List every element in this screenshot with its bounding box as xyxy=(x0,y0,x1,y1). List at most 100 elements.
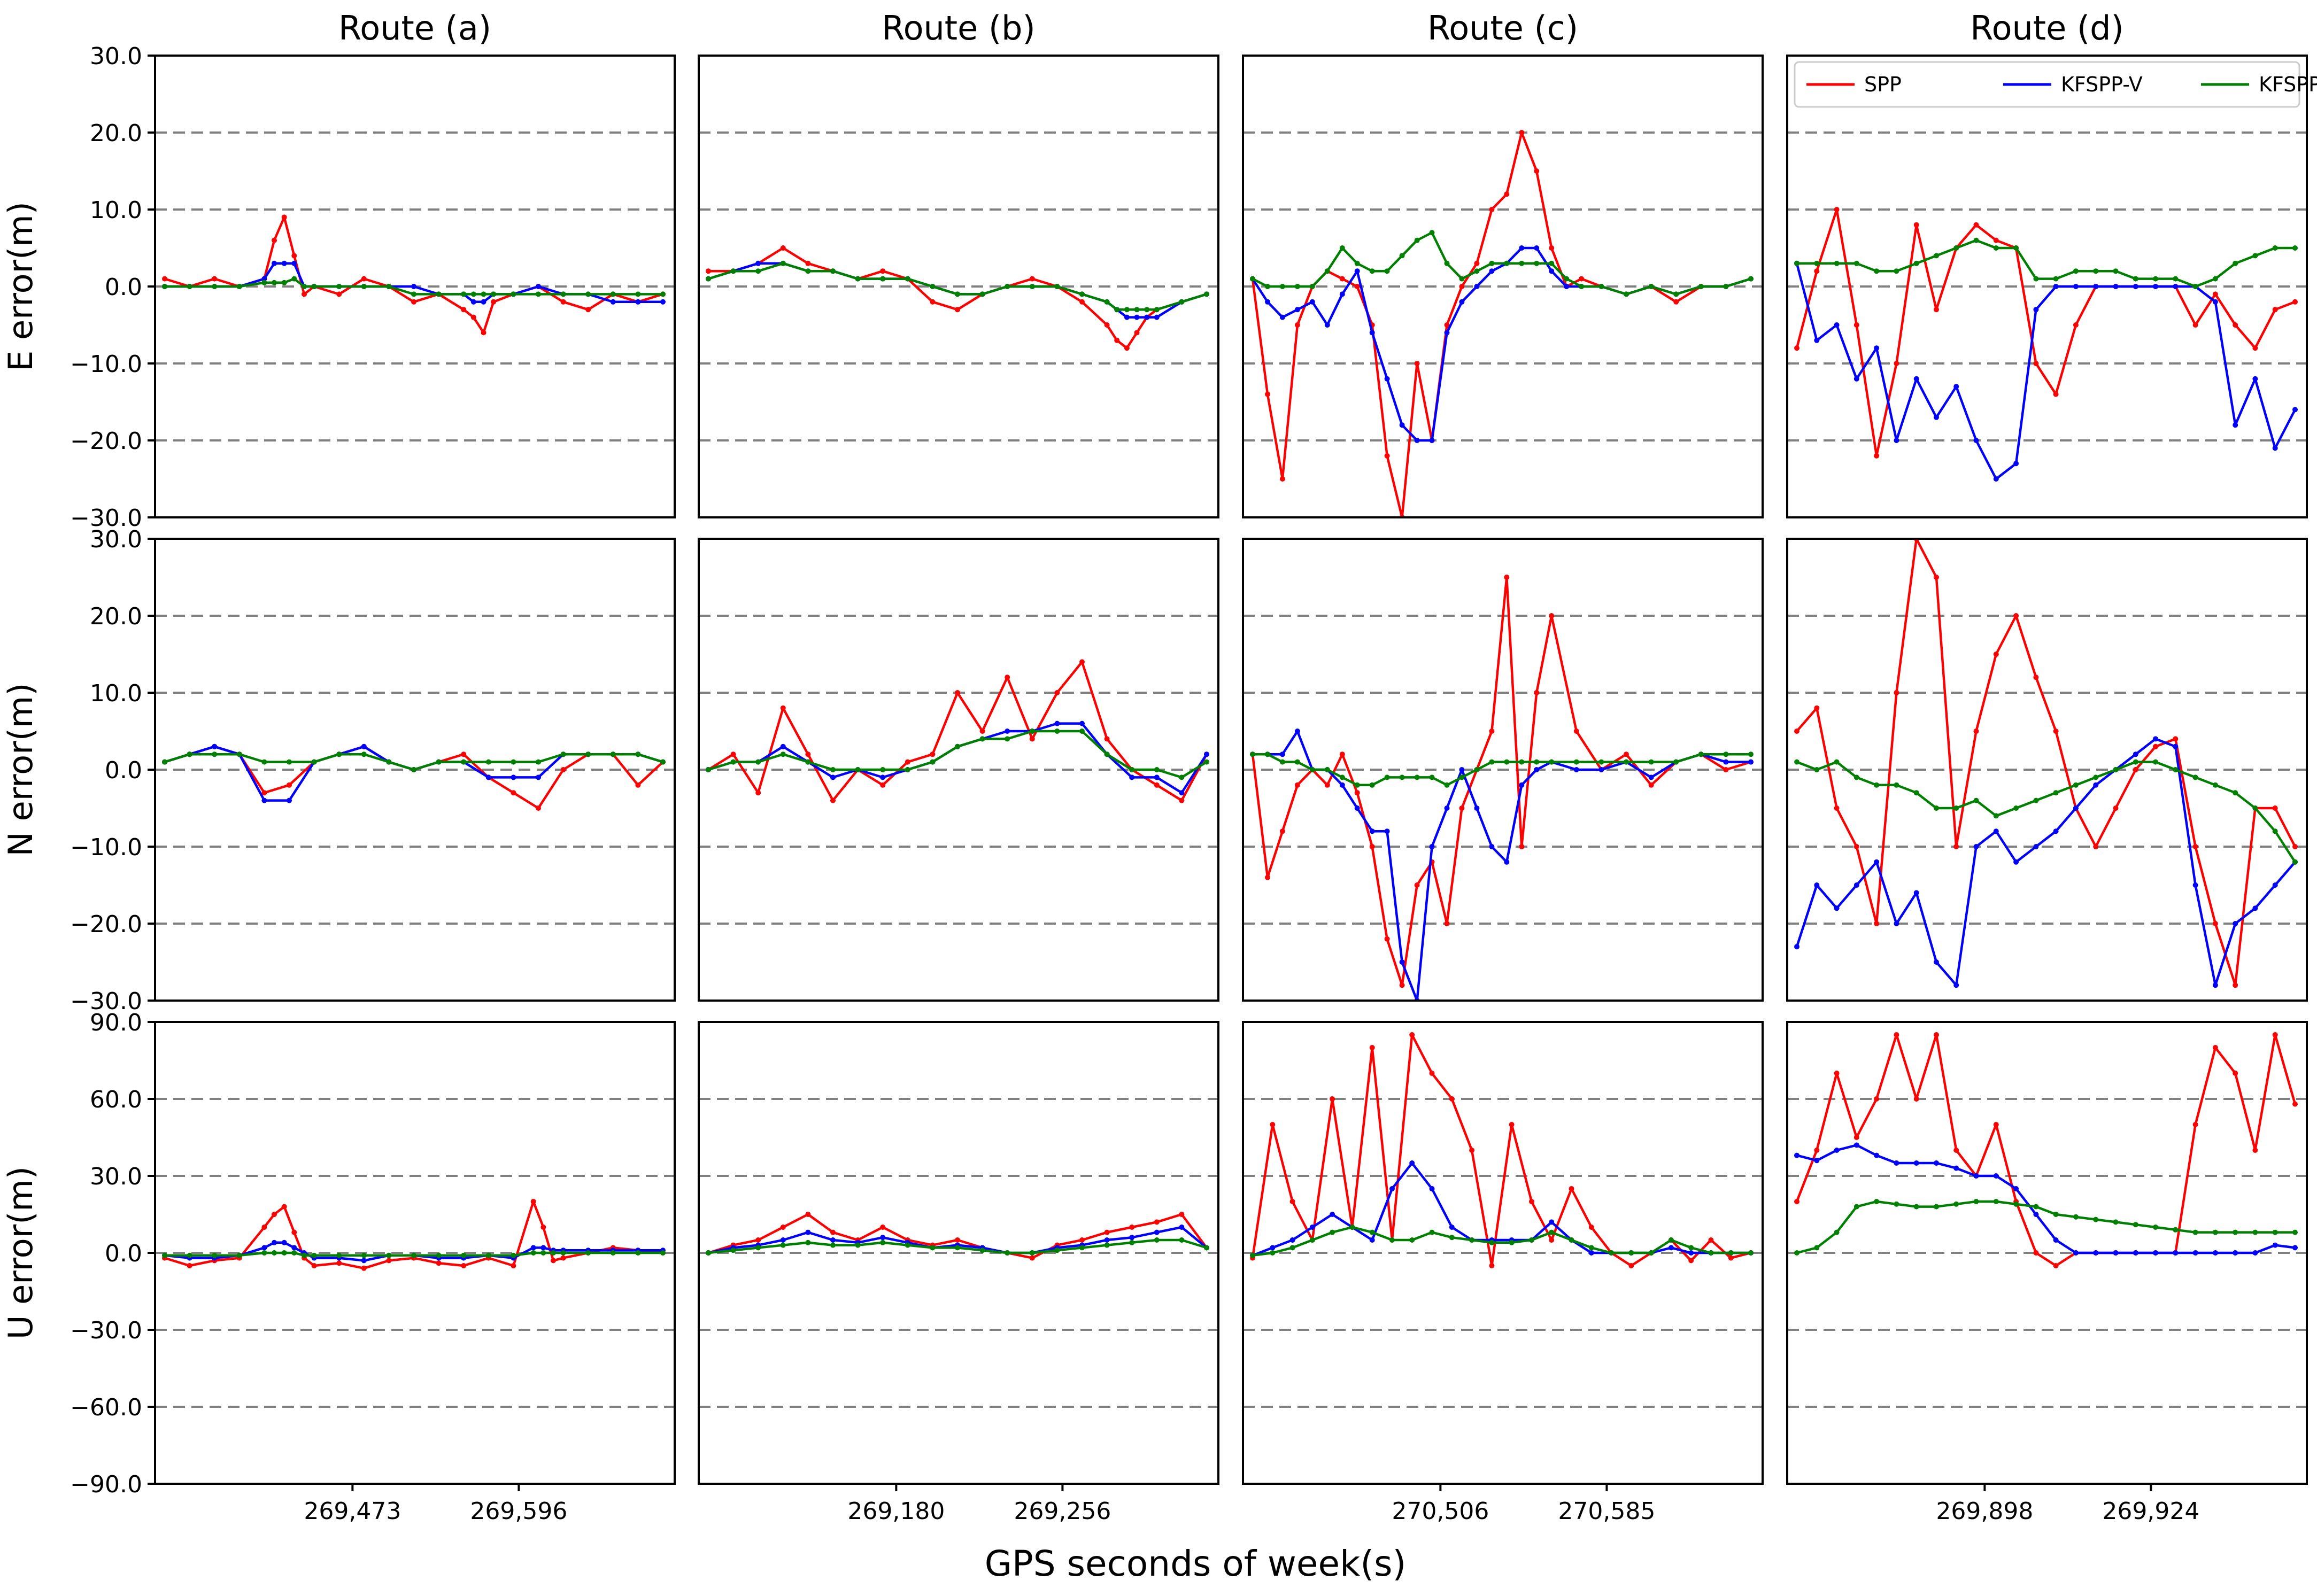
point-spp-route-b-row1-16 xyxy=(1104,322,1110,328)
point-kfspp-v-route-d-row1-10 xyxy=(1993,476,1999,482)
point-kfspp-p-route-a-row3-1 xyxy=(187,1252,192,1258)
point-kfspp-v-route-c-row1-7 xyxy=(1354,268,1360,274)
point-spp-route-c-row1-18 xyxy=(1519,130,1525,135)
point-kfspp-v-route-d-row3-10 xyxy=(1993,1173,1999,1179)
point-spp-route-c-row1-14 xyxy=(1459,284,1465,289)
point-kfspp-p-route-d-row2-23 xyxy=(2252,805,2258,811)
point-spp-route-c-row3-13 xyxy=(1509,1122,1515,1127)
point-kfspp-v-route-d-row3-22 xyxy=(2233,1250,2238,1256)
point-kfspp-v-route-d-row1-5 xyxy=(1894,438,1899,443)
point-kfspp-p-route-b-row3-0 xyxy=(706,1250,711,1256)
point-kfspp-v-route-c-row3-6 xyxy=(1369,1237,1375,1243)
point-spp-route-c-row2-14 xyxy=(1459,805,1465,811)
point-kfspp-p-route-b-row3-5 xyxy=(830,1242,836,1248)
point-spp-route-d-row2-5 xyxy=(1894,690,1899,695)
plot-frame xyxy=(1786,55,2308,518)
point-spp-route-c-row3-4 xyxy=(1330,1096,1335,1102)
point-kfspp-p-route-c-row2-27 xyxy=(1723,751,1729,757)
point-kfspp-v-route-d-row2-11 xyxy=(2013,859,2019,865)
point-kfspp-p-route-d-row2-6 xyxy=(1913,790,1919,796)
point-kfspp-p-route-c-row2-1 xyxy=(1265,751,1270,757)
point-kfspp-p-route-c-row1-23 xyxy=(1598,284,1604,289)
point-kfspp-v-route-a-row1-16 xyxy=(470,299,476,305)
point-kfspp-v-route-d-row1-25 xyxy=(2292,407,2298,413)
point-spp-route-c-row3-19 xyxy=(1628,1263,1634,1268)
y-tick-label: 30.0 xyxy=(90,1163,142,1190)
point-kfspp-p-route-d-row3-0 xyxy=(1794,1250,1799,1256)
point-kfspp-p-route-b-row1-3 xyxy=(780,260,786,266)
point-kfspp-p-route-d-row2-3 xyxy=(1853,774,1859,780)
point-kfspp-v-route-a-row2-4 xyxy=(261,797,267,803)
point-spp-route-d-row3-25 xyxy=(2292,1101,2298,1107)
y-tick-label: −10.0 xyxy=(70,351,142,378)
point-spp-route-d-row1-7 xyxy=(1934,307,1939,313)
point-kfspp-p-route-b-row2-10 xyxy=(955,743,960,749)
point-spp-route-a-row1-7 xyxy=(291,253,297,259)
point-kfspp-v-route-d-row1-2 xyxy=(1834,322,1840,328)
point-kfspp-p-route-c-row1-26 xyxy=(1673,291,1679,297)
point-spp-route-d-row2-0 xyxy=(1794,729,1799,734)
point-kfspp-v-route-c-row1-15 xyxy=(1474,284,1480,289)
point-kfspp-p-route-a-row2-1 xyxy=(187,751,192,757)
point-kfspp-v-route-c-row3-15 xyxy=(1549,1219,1555,1225)
point-kfspp-p-route-c-row2-3 xyxy=(1294,759,1300,765)
point-spp-route-a-row3-4 xyxy=(261,1225,267,1230)
point-kfspp-p-route-d-row3-7 xyxy=(1934,1204,1939,1210)
point-kfspp-p-route-b-row1-9 xyxy=(930,284,936,289)
point-spp-route-c-row2-16 xyxy=(1489,729,1495,734)
plot-frame xyxy=(1786,1021,2308,1485)
point-kfspp-v-route-c-row3-10 xyxy=(1449,1225,1455,1230)
point-kfspp-p-route-a-row1-25 xyxy=(660,291,666,297)
point-kfspp-p-route-a-row3-11 xyxy=(361,1252,367,1258)
point-kfspp-v-route-c-row3-8 xyxy=(1409,1160,1415,1166)
point-kfspp-v-route-c-row1-1 xyxy=(1265,299,1270,305)
point-kfspp-p-route-b-row2-17 xyxy=(1129,767,1135,772)
point-kfspp-v-route-d-row3-12 xyxy=(2033,1212,2039,1217)
point-kfspp-v-route-d-row3-23 xyxy=(2252,1250,2258,1256)
point-spp-route-c-row1-17 xyxy=(1504,191,1510,197)
point-kfspp-p-route-b-row2-19 xyxy=(1179,774,1185,780)
point-kfspp-v-route-d-row1-1 xyxy=(1814,337,1820,343)
point-spp-route-c-row3-24 xyxy=(1728,1255,1734,1261)
point-spp-route-b-row3-3 xyxy=(780,1225,786,1230)
point-kfspp-v-route-a-row1-7 xyxy=(291,260,297,266)
series-kfspp-p-route-c-row1 xyxy=(1252,231,1751,296)
panel-title: Route (b) xyxy=(882,9,1035,48)
point-kfspp-p-route-d-row3-23 xyxy=(2252,1229,2258,1235)
point-kfspp-v-route-d-row1-17 xyxy=(2133,284,2138,289)
point-kfspp-p-route-a-row2-10 xyxy=(411,767,416,772)
point-spp-route-b-row3-15 xyxy=(1079,1237,1085,1243)
point-kfspp-v-route-c-row1-8 xyxy=(1369,330,1375,336)
point-kfspp-p-route-c-row1-12 xyxy=(1429,230,1435,236)
point-kfspp-p-route-a-row3-24 xyxy=(635,1250,641,1256)
point-kfspp-p-route-a-row3-0 xyxy=(162,1252,167,1258)
point-kfspp-v-route-d-row2-19 xyxy=(2173,743,2179,749)
point-kfspp-p-route-a-row1-11 xyxy=(361,284,367,289)
point-spp-route-d-row1-22 xyxy=(2233,322,2238,328)
point-kfspp-v-route-a-row3-11 xyxy=(361,1258,367,1264)
point-kfspp-p-route-c-row1-9 xyxy=(1384,268,1390,274)
point-kfspp-p-route-d-row3-14 xyxy=(2073,1214,2079,1220)
x-tick-label: 269,180 xyxy=(847,1498,945,1525)
plot-frame xyxy=(1786,538,2308,1002)
point-kfspp-p-route-c-row2-15 xyxy=(1474,767,1480,772)
point-kfspp-p-route-a-row3-8 xyxy=(302,1252,307,1258)
y-tick-label: −20.0 xyxy=(70,428,142,455)
point-kfspp-v-route-c-row3-21 xyxy=(1668,1245,1674,1251)
point-kfspp-p-route-c-row1-2 xyxy=(1279,284,1285,289)
point-spp-route-c-row2-1 xyxy=(1265,874,1270,880)
point-kfspp-v-route-d-row1-22 xyxy=(2233,422,2238,428)
point-kfspp-p-route-b-row2-6 xyxy=(855,767,861,772)
point-kfspp-p-route-d-row2-2 xyxy=(1834,759,1840,765)
point-kfspp-v-route-b-row3-17 xyxy=(1129,1235,1135,1241)
point-spp-route-a-row2-15 xyxy=(536,805,541,811)
point-kfspp-v-route-c-row1-21 xyxy=(1564,284,1570,289)
point-kfspp-p-route-c-row3-1 xyxy=(1270,1250,1276,1256)
x-tick-label: 269,898 xyxy=(1936,1498,2033,1525)
point-spp-route-b-row3-16 xyxy=(1104,1229,1110,1235)
point-spp-route-a-row3-6 xyxy=(281,1204,287,1210)
x-tick-label: 269,596 xyxy=(470,1498,567,1525)
point-kfspp-v-route-d-row2-12 xyxy=(2033,844,2039,849)
point-spp-route-b-row2-5 xyxy=(830,797,836,803)
point-spp-route-b-row2-14 xyxy=(1054,690,1060,695)
